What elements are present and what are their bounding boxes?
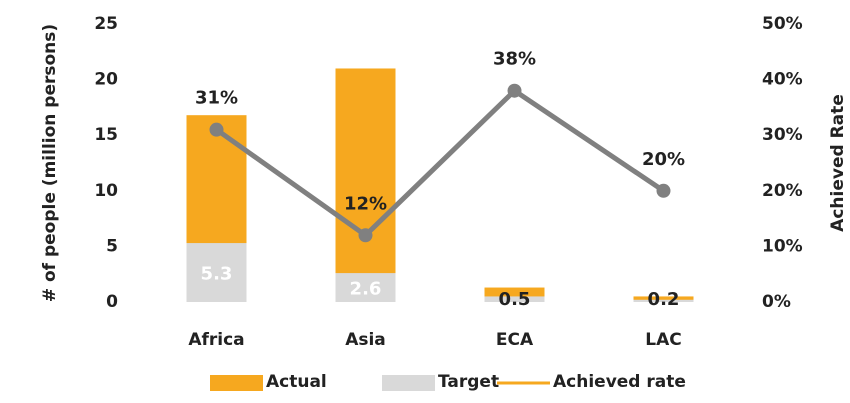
target-label: 5.3: [201, 264, 233, 285]
y-tick-label: 0: [106, 292, 118, 312]
legend-label: Achieved rate: [553, 372, 686, 392]
rate-label: 12%: [344, 193, 387, 214]
y2-tick-label: 0%: [762, 292, 791, 312]
bar: [633, 299, 694, 302]
y2-tick-label: 40%: [762, 70, 803, 90]
bar: [335, 273, 396, 302]
legend-swatch: [210, 375, 263, 391]
y2-tick-label: 50%: [762, 14, 803, 34]
rate-label: 38%: [493, 49, 536, 70]
y-tick-label: 20: [94, 70, 118, 90]
rate-label: 31%: [195, 88, 238, 109]
y2-tick-label: 20%: [762, 181, 803, 201]
y2-tick-label: 10%: [762, 236, 803, 256]
x-tick-label: Africa: [188, 330, 244, 350]
x-tick-label: LAC: [645, 330, 681, 350]
y-tick-label: 10: [94, 181, 118, 201]
rate-point: [209, 122, 224, 137]
bar: [335, 68, 396, 302]
rate-line: [215, 87, 665, 239]
legend-swatch: [382, 375, 435, 391]
legend-label: Actual: [266, 372, 327, 392]
x-tick-label: ECA: [496, 330, 534, 350]
rate-point: [358, 228, 373, 243]
rate-point: [656, 183, 671, 198]
rate-label: 20%: [642, 149, 685, 170]
y-tick-label: 25: [94, 14, 118, 34]
bar: [484, 296, 545, 302]
target-label: 0.5: [499, 289, 531, 310]
bar: [186, 243, 247, 302]
target-label: 0.2: [648, 289, 680, 310]
y-axis-label: # of people (million persons): [40, 24, 60, 302]
y-tick-label: 15: [94, 125, 118, 145]
y2-tick-label: 30%: [762, 125, 803, 145]
bar: [633, 296, 694, 302]
rate-point: [507, 83, 522, 98]
y2-axis-label: Achieved Rate: [828, 94, 848, 232]
legend-label: Target: [438, 372, 499, 392]
x-tick-label: Asia: [345, 330, 386, 350]
y-tick-label: 5: [106, 236, 118, 256]
target-label: 2.6: [350, 279, 382, 300]
